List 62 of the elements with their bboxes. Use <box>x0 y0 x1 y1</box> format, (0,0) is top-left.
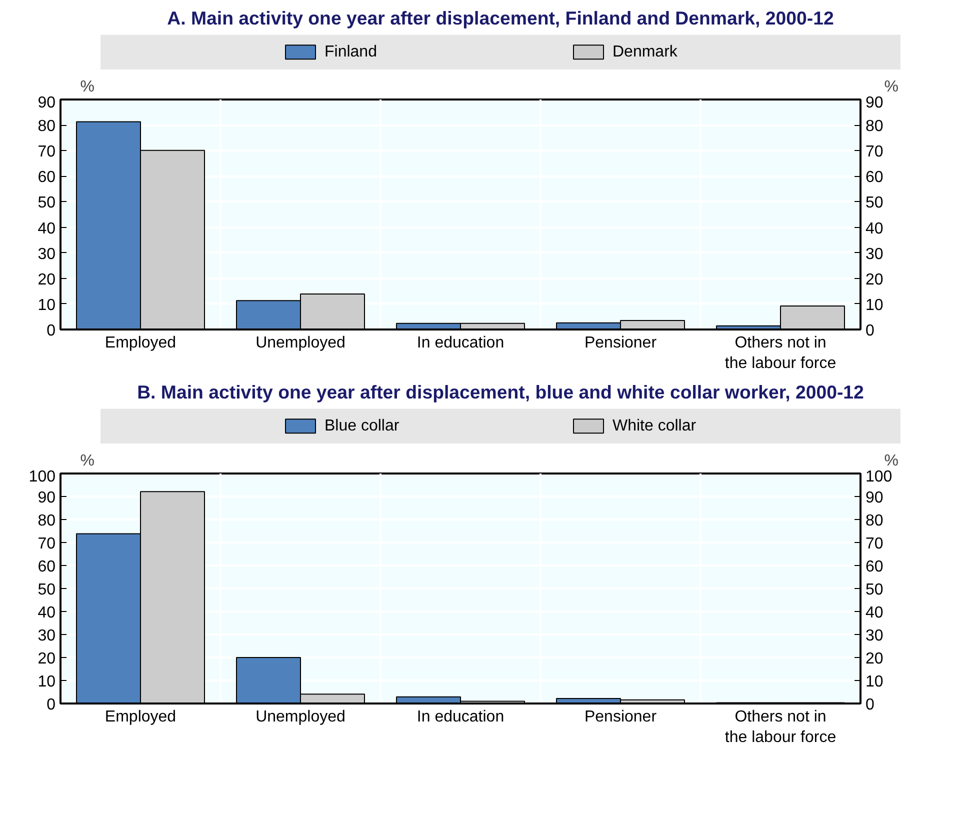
y-tick-label: 30 <box>38 628 56 644</box>
x-tick-label: Employed <box>104 708 176 726</box>
y-tick-label: 0 <box>46 322 56 340</box>
x-tick-label: Unemployed <box>256 708 346 726</box>
y2-tick-label: 100 <box>866 468 892 486</box>
y2-tick-label: 20 <box>866 271 884 288</box>
y2-tick-label: 70 <box>866 144 884 161</box>
y2-tick-label: 40 <box>866 220 884 238</box>
y-tick-label: 100 <box>28 468 56 486</box>
y-tick-label: 30 <box>38 246 56 263</box>
y-tick-label: 60 <box>38 169 56 186</box>
y2-tick-label: 90 <box>866 490 884 506</box>
x-tick-label: Pensioner <box>584 708 658 726</box>
y2-tick-label: 20 <box>866 650 884 668</box>
y2-axis-title: % <box>884 452 899 470</box>
y-tick-label: 90 <box>38 490 56 506</box>
y2-tick-label: 50 <box>866 194 884 212</box>
y2-tick-label: 0 <box>866 322 874 340</box>
y-tick-label: 70 <box>38 144 56 161</box>
y-tick-label: 20 <box>38 650 56 668</box>
y2-tick-label: 80 <box>866 512 884 530</box>
y-tick-label: 10 <box>38 296 56 314</box>
y2-tick-label: 90 <box>866 94 884 112</box>
legend-label: White collar <box>612 418 697 435</box>
y2-tick-label: 60 <box>866 558 884 576</box>
y2-tick-label: 40 <box>866 604 884 622</box>
x-tick-label: Unemployed <box>256 334 346 352</box>
y2-axis-title: % <box>884 78 899 96</box>
legend-label: Finland <box>324 44 377 61</box>
legend-label: Denmark <box>612 44 678 61</box>
y2-tick-label: 10 <box>866 296 884 314</box>
legend-label: Blue collar <box>324 418 400 435</box>
x-tick-label: Others not in the labour force <box>724 334 836 372</box>
y2-tick-label: 60 <box>866 169 884 186</box>
y-tick-label: 20 <box>38 271 56 288</box>
y-tick-label: 90 <box>38 94 56 112</box>
x-tick-label: Pensioner <box>584 334 658 352</box>
y-tick-label: 50 <box>38 582 56 598</box>
y-tick-label: 10 <box>38 674 56 690</box>
y-tick-label: 80 <box>38 512 56 530</box>
y-axis-title: % <box>80 452 95 470</box>
y2-tick-label: 10 <box>866 674 884 690</box>
y-tick-label: 70 <box>38 536 56 552</box>
y2-tick-label: 50 <box>866 582 884 598</box>
y2-tick-label: 30 <box>866 628 884 644</box>
chart-title: A. Main activity one year after displacement, Finland and Denmark, 2000-12 <box>167 8 834 28</box>
x-tick-label: Employed <box>104 334 176 352</box>
x-tick-label: In education <box>416 708 504 726</box>
x-tick-label: In education <box>416 334 504 352</box>
y-tick-label: 80 <box>38 118 56 136</box>
y2-tick-label: 0 <box>866 696 874 714</box>
y2-tick-label: 70 <box>866 536 884 552</box>
x-tick-label: Others not in the labour force <box>724 708 836 746</box>
y-tick-label: 0 <box>46 696 56 714</box>
y-tick-label: 60 <box>38 558 56 576</box>
y-axis-title: % <box>80 78 95 96</box>
y2-tick-label: 30 <box>866 246 884 263</box>
y-tick-label: 40 <box>38 220 56 238</box>
y-tick-label: 50 <box>38 194 56 212</box>
y2-tick-label: 80 <box>866 118 884 136</box>
y-tick-label: 40 <box>38 604 56 622</box>
chart-title: B. Main activity one year after displacement, blue and white collar worker, 2000-12 <box>137 382 864 402</box>
